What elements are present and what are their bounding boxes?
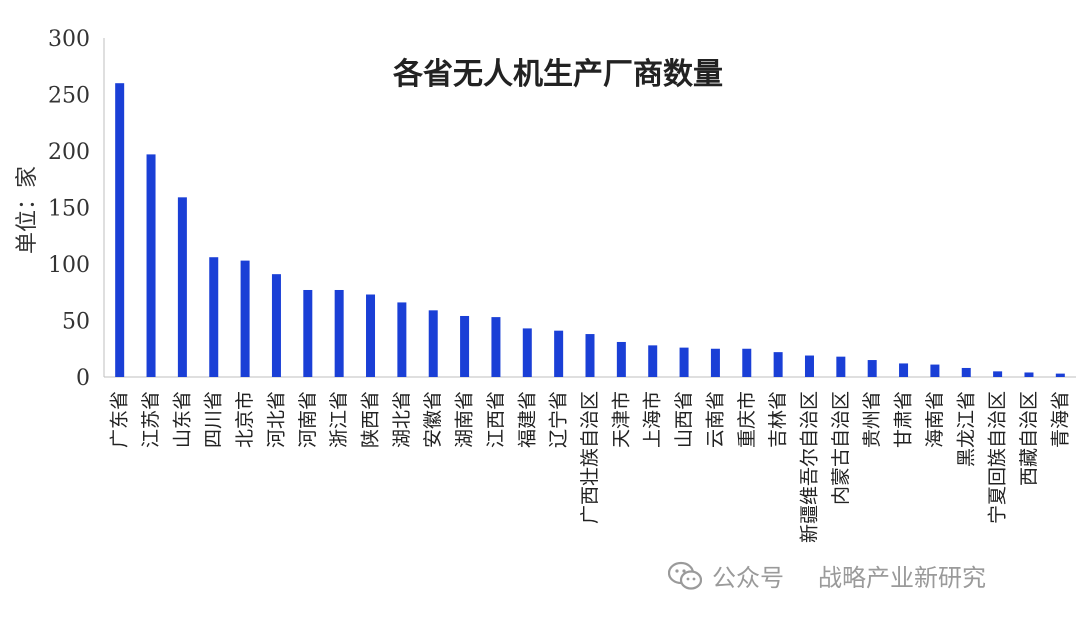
- x-tick-label: 安徽省: [422, 391, 444, 448]
- y-tick-label: 300: [48, 27, 90, 52]
- bar: [867, 360, 877, 377]
- x-tick-label: 河北省: [265, 391, 287, 448]
- bar: [554, 330, 564, 377]
- bars: [115, 83, 1065, 377]
- y-tick-label: 200: [48, 140, 90, 165]
- bar: [648, 345, 658, 377]
- watermark: 公众号 战略产业新研究: [668, 558, 986, 593]
- x-tick-label: 浙江省: [328, 391, 350, 448]
- y-axis-label: 单位：家: [15, 166, 40, 254]
- x-tick-label: 福建省: [516, 391, 538, 448]
- x-tick-label: 辽宁省: [548, 391, 570, 448]
- watermark-name: 战略产业新研究: [818, 564, 986, 592]
- x-tick-label: 山西省: [673, 391, 695, 448]
- y-tick-label: 150: [48, 197, 90, 222]
- x-tick-label: 海南省: [924, 391, 946, 448]
- x-tick-label: 广西壮族自治区: [579, 391, 601, 524]
- x-tick-label: 黑龙江省: [955, 391, 977, 467]
- x-tick-label: 青海省: [1049, 391, 1071, 448]
- x-tick-label: 新疆维吾尔自治区: [798, 391, 820, 543]
- bar: [334, 289, 344, 377]
- bar: [1024, 372, 1034, 377]
- x-tick-label: 北京市: [234, 391, 256, 448]
- x-tick-label: 陕西省: [360, 391, 382, 448]
- x-tick-label: 四川省: [203, 391, 225, 448]
- bar: [1055, 373, 1065, 377]
- bar: [522, 328, 532, 377]
- bar: [993, 371, 1003, 377]
- x-tick-label: 广东省: [109, 391, 131, 448]
- bar: [742, 348, 752, 377]
- x-tick-label: 贵州省: [861, 391, 883, 448]
- bar: [773, 352, 783, 377]
- x-axis-labels: 广东省 江苏省 山东省 四川省 北京市 河北省 河南省 浙江省 陕西省 湖北省 安徽省 湖南省 江西省福…: [109, 391, 1072, 543]
- y-tick-label: 0: [76, 366, 90, 391]
- bar: [585, 334, 595, 377]
- bar: [679, 347, 689, 377]
- x-tick-label: 河南省: [297, 391, 319, 448]
- bar: [366, 294, 376, 377]
- bar: [209, 257, 219, 377]
- x-tick-label: 上海市: [642, 391, 664, 448]
- bar: [271, 274, 281, 377]
- bar: [899, 363, 909, 377]
- watermark-account-label: 公众号: [712, 564, 784, 592]
- x-tick-label: 江苏省: [140, 391, 162, 448]
- x-tick-label: 宁夏回族自治区: [987, 391, 1009, 524]
- x-tick-label: 湖北省: [391, 391, 413, 448]
- x-tick-label: 山东省: [171, 391, 193, 448]
- x-tick-label: 江西省: [485, 391, 507, 448]
- x-tick-label: 云南省: [704, 391, 726, 448]
- x-tick-label: 甘肃省: [893, 391, 915, 448]
- bar: [240, 260, 250, 377]
- y-tick-label: 250: [48, 84, 90, 109]
- bar: [930, 364, 940, 377]
- chart-title: 各省无人机生产厂商数量: [392, 57, 723, 92]
- bar: [836, 356, 846, 377]
- x-tick-label: 重庆市: [736, 391, 758, 448]
- bar: [303, 289, 313, 377]
- wechat-icon: [668, 561, 702, 590]
- bar: [115, 83, 125, 377]
- bar: [961, 367, 971, 377]
- bar: [177, 197, 187, 377]
- x-tick-label: 吉林省: [767, 391, 789, 448]
- bar: [491, 317, 501, 377]
- bar: [397, 302, 407, 377]
- bar: [146, 154, 156, 377]
- bar: [804, 355, 814, 377]
- bar: [710, 348, 720, 377]
- x-tick-label: 西藏自治区: [1018, 391, 1040, 486]
- y-tick-label: 50: [62, 310, 90, 335]
- x-tick-label: 湖南省: [454, 391, 476, 448]
- bar: [616, 341, 626, 377]
- x-tick-label: 内蒙古自治区: [830, 391, 852, 505]
- y-axis: 0 50 100 150 200 250 300: [48, 27, 1076, 391]
- x-tick-label: 天津市: [610, 391, 632, 448]
- bar: [460, 315, 470, 377]
- y-tick-label: 100: [48, 253, 90, 278]
- bar: [428, 310, 438, 377]
